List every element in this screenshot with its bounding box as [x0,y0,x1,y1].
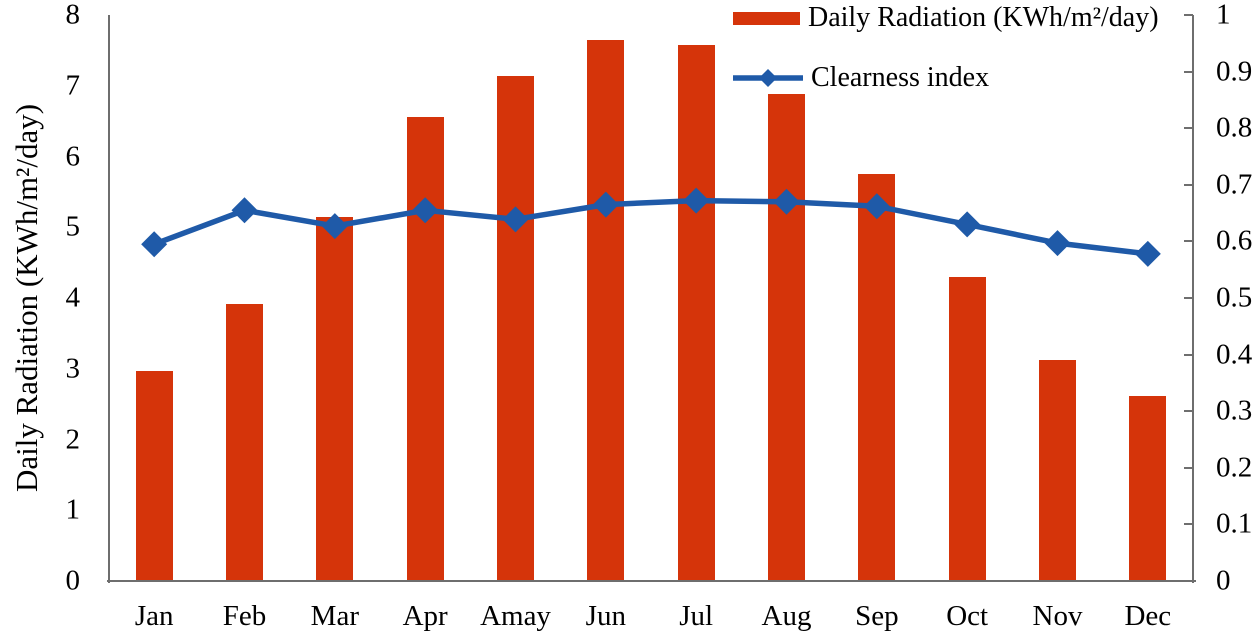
x-axis-label-feb: Feb [222,600,267,632]
diamond-marker-jun [592,191,619,218]
x-axis-label-jun: Jun [585,600,626,632]
diamond-marker-sep [863,193,890,220]
right-axis-tick-mark [1184,14,1193,16]
right-axis-tick-mark [1184,70,1193,73]
right-axis-tick-mark [1184,183,1193,186]
right-axis-tick-mark [1184,466,1193,469]
right-axis-tick-label: 0.7 [1216,168,1253,201]
bar-dec [1129,395,1167,581]
diamond-marker-feb [231,197,258,224]
line-swatch-icon [733,66,803,90]
x-axis-label-amay: Amay [480,600,551,632]
right-axis-tick-label: 0.3 [1216,394,1253,427]
diamond-marker-aug [773,188,800,215]
right-axis-tick-mark [1184,410,1193,413]
x-axis-label-oct: Oct [946,600,989,632]
diamond-marker-nov [1044,230,1071,257]
legend-label-daily-radiation: Daily Radiation (KWh/m²/day) [808,2,1159,33]
bar-jan [135,370,173,581]
clearness-index-line [141,187,1161,267]
diamond-marker-amay [502,206,529,233]
bar-mar [316,217,354,581]
x-axis-label-aug: Aug [761,600,812,632]
bar-swatch-icon [733,11,800,25]
diamond-marker-oct [954,211,981,238]
diamond-marker-mar [321,213,348,240]
x-axis-label-jul: Jul [679,600,714,632]
right-axis-tick-label: 0.5 [1216,281,1253,314]
bottom-axis-line [107,580,1196,582]
bar-aug [768,94,805,581]
legend-item-clearness-index: Clearness index [733,60,1159,96]
diamond-marker-jan [141,231,168,258]
diamond-marker-dec [1134,240,1161,267]
bar-jul [677,45,715,581]
right-axis-tick-mark [1184,523,1193,526]
bar-nov [1039,359,1076,581]
right-axis-tick-mark [1184,353,1193,356]
left-axis-tick-label: 5 [65,210,81,243]
left-axis-tick-label: 4 [65,281,81,314]
right-axis-tick-label: 0.2 [1216,451,1253,484]
right-axis-tick-mark [1184,240,1193,243]
x-axis-label-sep: Sep [855,600,899,632]
right-axis-tick-mark [1184,297,1193,299]
diamond-marker-jul [683,187,710,214]
x-axis-label-jan: Jan [134,600,174,632]
legend: Daily Radiation (KWh/m²/day) Clearness i… [733,0,1159,96]
x-axis-label-nov: Nov [1032,600,1083,632]
bar-apr [406,116,444,581]
right-axis-tick-label: 1 [1216,0,1231,31]
bar-sep [858,174,896,581]
left-axis-tick-label: 1 [65,493,81,526]
right-axis-tick-label: 0.4 [1216,338,1253,371]
bar-feb [226,303,263,581]
right-axis-tick-label: 0.9 [1216,55,1253,88]
diamond-marker-apr [412,197,439,224]
x-axis-label-apr: Apr [402,600,448,632]
right-axis-tick-label: 0 [1216,564,1231,597]
left-axis-tick-label: 0 [65,564,81,597]
right-axis-tick-label: 0.6 [1216,224,1253,257]
legend-label-clearness-index: Clearness index [811,62,990,93]
left-axis-tick-label: 7 [65,69,81,102]
plot-area [107,14,1196,583]
left-axis-tick-label: 2 [65,423,81,455]
x-axis-label-mar: Mar [310,600,359,632]
right-axis-tick-label: 0.8 [1216,111,1253,144]
left-axis-tick-label: 3 [65,352,81,385]
left-axis-line [108,15,110,583]
right-axis-tick-mark [1184,580,1193,582]
bar-oct [948,277,986,581]
left-axis-tick-label: 6 [65,140,81,172]
left-axis-tick-label: 8 [65,0,81,31]
legend-item-daily-radiation: Daily Radiation (KWh/m²/day) [733,0,1159,36]
bar-jun [587,39,625,581]
bar-amay [497,75,534,581]
right-axis-tick-label: 0.1 [1216,507,1253,540]
right-axis-line [1192,15,1194,583]
x-axis-label-dec: Dec [1124,600,1172,632]
right-axis-tick-mark [1184,127,1193,130]
